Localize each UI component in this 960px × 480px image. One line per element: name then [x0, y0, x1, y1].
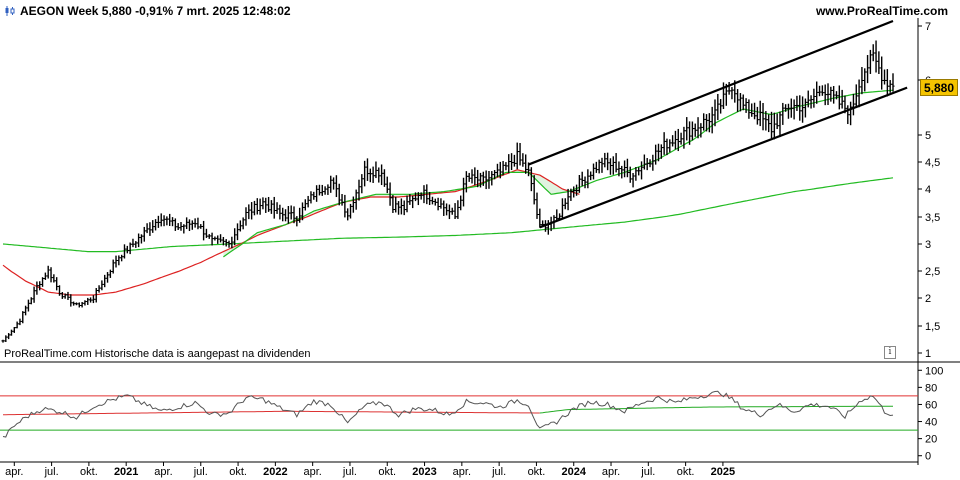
price-tick-label: 7 — [925, 21, 931, 33]
axes-layer: 7654,543,532,521,51100806040200apr.jul.o… — [5, 21, 943, 478]
candlestick-icon — [5, 6, 15, 16]
rsi-signal-line-green — [539, 405, 893, 414]
time-tick-label: apr. — [5, 466, 23, 478]
time-tick-label: jul. — [640, 466, 655, 478]
price-tick-label: 1,5 — [925, 321, 940, 333]
moving-average-layer — [2, 89, 894, 296]
ma-cross-fill — [223, 169, 580, 257]
time-tick-label: apr. — [453, 466, 471, 478]
grid-layer — [0, 18, 960, 465]
price-tick-label: 3,5 — [925, 212, 940, 224]
price-tick-label: 2 — [925, 293, 931, 305]
time-tick-label: okt. — [229, 466, 247, 478]
candle-layer — [1, 40, 895, 343]
time-tick-label: jul. — [342, 466, 357, 478]
time-tick-label: okt. — [378, 466, 396, 478]
last-price-badge: 5,880 — [920, 79, 958, 96]
instrument-title: AEGON Week 5,880 -0,91% 7 mrt. 2025 12:4… — [20, 4, 291, 18]
ma-fill-layer — [223, 169, 580, 257]
price-tick-label: 5 — [925, 130, 931, 142]
price-tick-label: 4 — [925, 184, 931, 196]
time-tick-label: 2021 — [114, 466, 138, 478]
rsi-tick-label: 80 — [925, 382, 937, 394]
ma-long-line — [2, 177, 894, 253]
info-button[interactable]: i — [884, 346, 896, 359]
rsi-layer — [0, 390, 918, 438]
rsi-tick-label: 0 — [925, 451, 931, 463]
trend-channel-layer — [528, 20, 908, 229]
time-tick-label: okt. — [677, 466, 695, 478]
time-tick-label: 2022 — [263, 466, 287, 478]
time-tick-label: 2025 — [711, 466, 735, 478]
price-tick-label: 4,5 — [925, 157, 940, 169]
price-tick-label: 1 — [925, 348, 931, 360]
chart-header: AEGON Week 5,880 -0,91% 7 mrt. 2025 12:4… — [4, 4, 291, 18]
time-tick-label: apr. — [154, 466, 172, 478]
rsi-tick-label: 20 — [925, 434, 937, 446]
site-link[interactable]: www.ProRealTime.com — [815, 4, 948, 18]
time-tick-label: 2023 — [412, 466, 436, 478]
time-tick-label: okt. — [528, 466, 546, 478]
channel-lower-line — [539, 86, 908, 229]
time-tick-label: apr. — [303, 466, 321, 478]
time-tick-label: okt. — [80, 466, 98, 478]
time-tick-label: jul. — [491, 466, 506, 478]
time-tick-label: jul. — [193, 466, 208, 478]
rsi-tick-label: 40 — [925, 417, 937, 429]
ma-short-line — [223, 89, 894, 258]
rsi-tick-label: 100 — [925, 365, 943, 377]
time-tick-label: apr. — [602, 466, 620, 478]
rsi-tick-label: 60 — [925, 399, 937, 411]
dividend-footnote: ProRealTime.com Historische data is aang… — [4, 348, 311, 360]
price-tick-label: 3 — [925, 239, 931, 251]
price-tick-label: 2,5 — [925, 266, 940, 278]
time-tick-label: jul. — [44, 466, 59, 478]
channel-upper-line — [528, 20, 894, 166]
time-tick-label: 2024 — [561, 466, 586, 478]
ma-mid-line — [2, 169, 580, 296]
rsi-line — [2, 390, 894, 438]
rsi-signal-line-red — [3, 410, 540, 416]
